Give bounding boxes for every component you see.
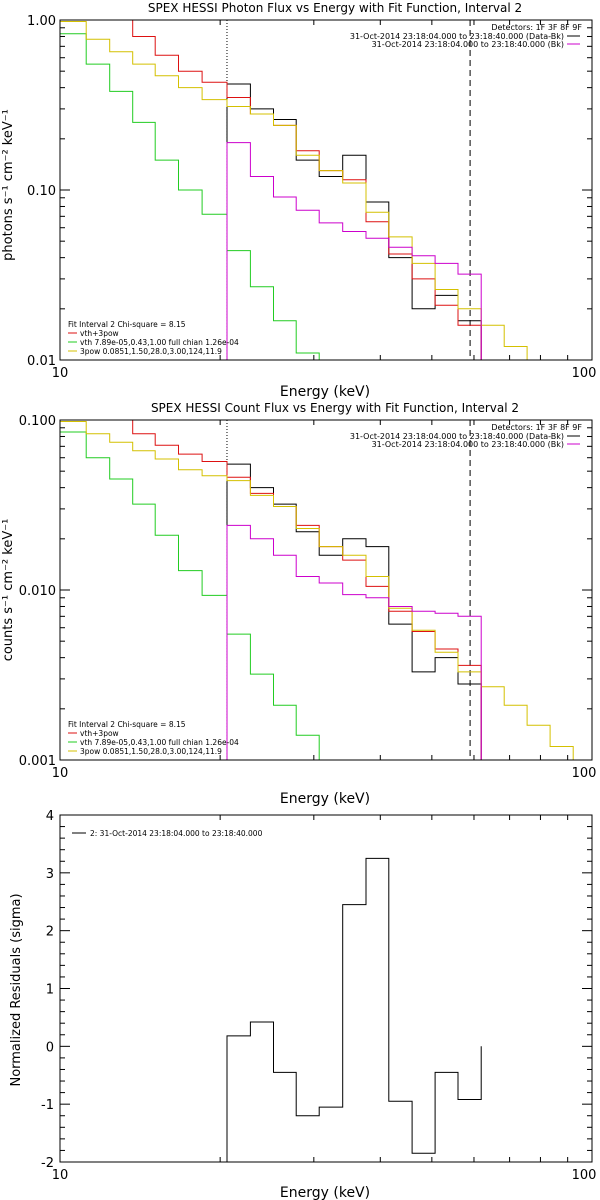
count-fit-entry: vth+3pow: [80, 729, 119, 738]
photon-legend-detectors: Detectors: 1F 3F 8F 9F: [491, 23, 582, 32]
residual-x-tick-label: 100: [572, 1168, 597, 1183]
photon-x-tick-label: 100: [572, 366, 597, 381]
count-fit-entry: vth 7.89e-05,0.43,1.00 full chian 1.26e-…: [80, 738, 239, 747]
photon-panel-ylabel: photons s⁻¹ cm⁻² keV⁻¹: [1, 109, 16, 261]
count-x-tick-label: 10: [52, 766, 69, 781]
count-panel-xlabel: Energy (keV): [280, 791, 370, 807]
photon-y-tick-label: 0.01: [27, 354, 56, 369]
residual-y-tick-label: 4: [46, 809, 54, 824]
photon-fit-entry: 3pow 0.0851,1.50,28.0,3.00,124,11.9: [80, 347, 222, 356]
residual-y-tick-label: -2: [41, 1156, 54, 1171]
residual-axes-frame: [59, 814, 593, 1163]
residual-x-tick-label: 10: [52, 1168, 69, 1183]
photon-fit-entry: vth+3pow: [80, 329, 119, 338]
count-legend-detectors: Detectors: 1F 3F 8F 9F: [491, 423, 582, 432]
residual-y-tick-label: -1: [41, 1098, 54, 1113]
photon-panel-title: SPEX HESSI Photon Flux vs Energy with Fi…: [148, 1, 522, 15]
photon-legend-entry: 31-Oct-2014 23:18:04.000 to 23:18:40.000…: [372, 40, 564, 49]
photon-y-tick-label: 1.00: [27, 14, 56, 29]
photon-plot-area: [60, 19, 528, 360]
photon-fit-summary: Fit Interval 2 Chi-square = 8.15: [68, 320, 186, 329]
residuals-panel: Energy (keV) Normalized Residuals (sigma…: [9, 809, 596, 1200]
photon-x-tick-label: 10: [52, 366, 69, 381]
count-flux-panel: SPEX HESSI Count Flux vs Energy with Fit…: [1, 401, 596, 807]
count-panel-ylabel: counts s⁻¹ cm⁻² keV⁻¹: [1, 519, 16, 662]
photon-series-bk: [226, 142, 482, 360]
residual-y-tick-label: 0: [46, 1040, 54, 1055]
count-legend-entry: 31-Oct-2014 23:18:04.000 to 23:18:40.000…: [372, 440, 564, 449]
count-series-data-bk: [226, 463, 482, 760]
photon-axes-frame: [59, 19, 593, 361]
count-panel-title: SPEX HESSI Count Flux vs Energy with Fit…: [151, 401, 519, 415]
residual-plot-area: [226, 857, 482, 1162]
photon-y-tick-label: 0.10: [27, 184, 56, 199]
photon-panel-xlabel: Energy (keV): [280, 384, 370, 400]
photon-legend-entry: 31-Oct-2014 23:18:04.000 to 23:18:40.000…: [350, 32, 564, 41]
count-axes-frame: [59, 419, 593, 761]
count-y-tick-label: 0.001: [19, 754, 56, 769]
count-series-bk: [226, 524, 482, 760]
residual-y-tick-label: 1: [46, 983, 54, 998]
photon-fit-entry: vth 7.89e-05,0.43,1.00 full chian 1.26e-…: [80, 338, 239, 347]
count-fit-summary: Fit Interval 2 Chi-square = 8.15: [68, 720, 186, 729]
residual-series-2-31-oct-2014-23-18-04-000-to-23-18-40-000: [226, 857, 482, 1162]
count-x-tick-label: 100: [572, 766, 597, 781]
count-y-tick-label: 0.010: [19, 584, 56, 599]
count-y-tick-label: 0.100: [19, 414, 56, 429]
count-legend-entry: 31-Oct-2014 23:18:04.000 to 23:18:40.000…: [350, 432, 564, 441]
photon-series-data-bk: [226, 83, 482, 360]
count-fit-entry: 3pow 0.0851,1.50,28.0,3.00,124,11.9: [80, 747, 222, 756]
residual-legend-entry: 2: 31-Oct-2014 23:18:04.000 to 23:18:40.…: [90, 829, 263, 838]
photon-flux-panel: SPEX HESSI Photon Flux vs Energy with Fi…: [1, 1, 596, 400]
count-plot-area: [60, 419, 574, 760]
photon-series-3pow: [60, 21, 528, 360]
count-series-vth: [60, 431, 320, 760]
count-series-vth-3pow: [60, 419, 482, 760]
residual-y-tick-label: 3: [46, 867, 54, 882]
residual-y-tick-label: 2: [46, 925, 54, 940]
count-series-3pow: [60, 421, 574, 760]
residuals-panel-xlabel: Energy (keV): [280, 1185, 370, 1200]
photon-series-vth: [60, 33, 320, 360]
residuals-panel-ylabel: Normalized Residuals (sigma): [9, 893, 24, 1086]
